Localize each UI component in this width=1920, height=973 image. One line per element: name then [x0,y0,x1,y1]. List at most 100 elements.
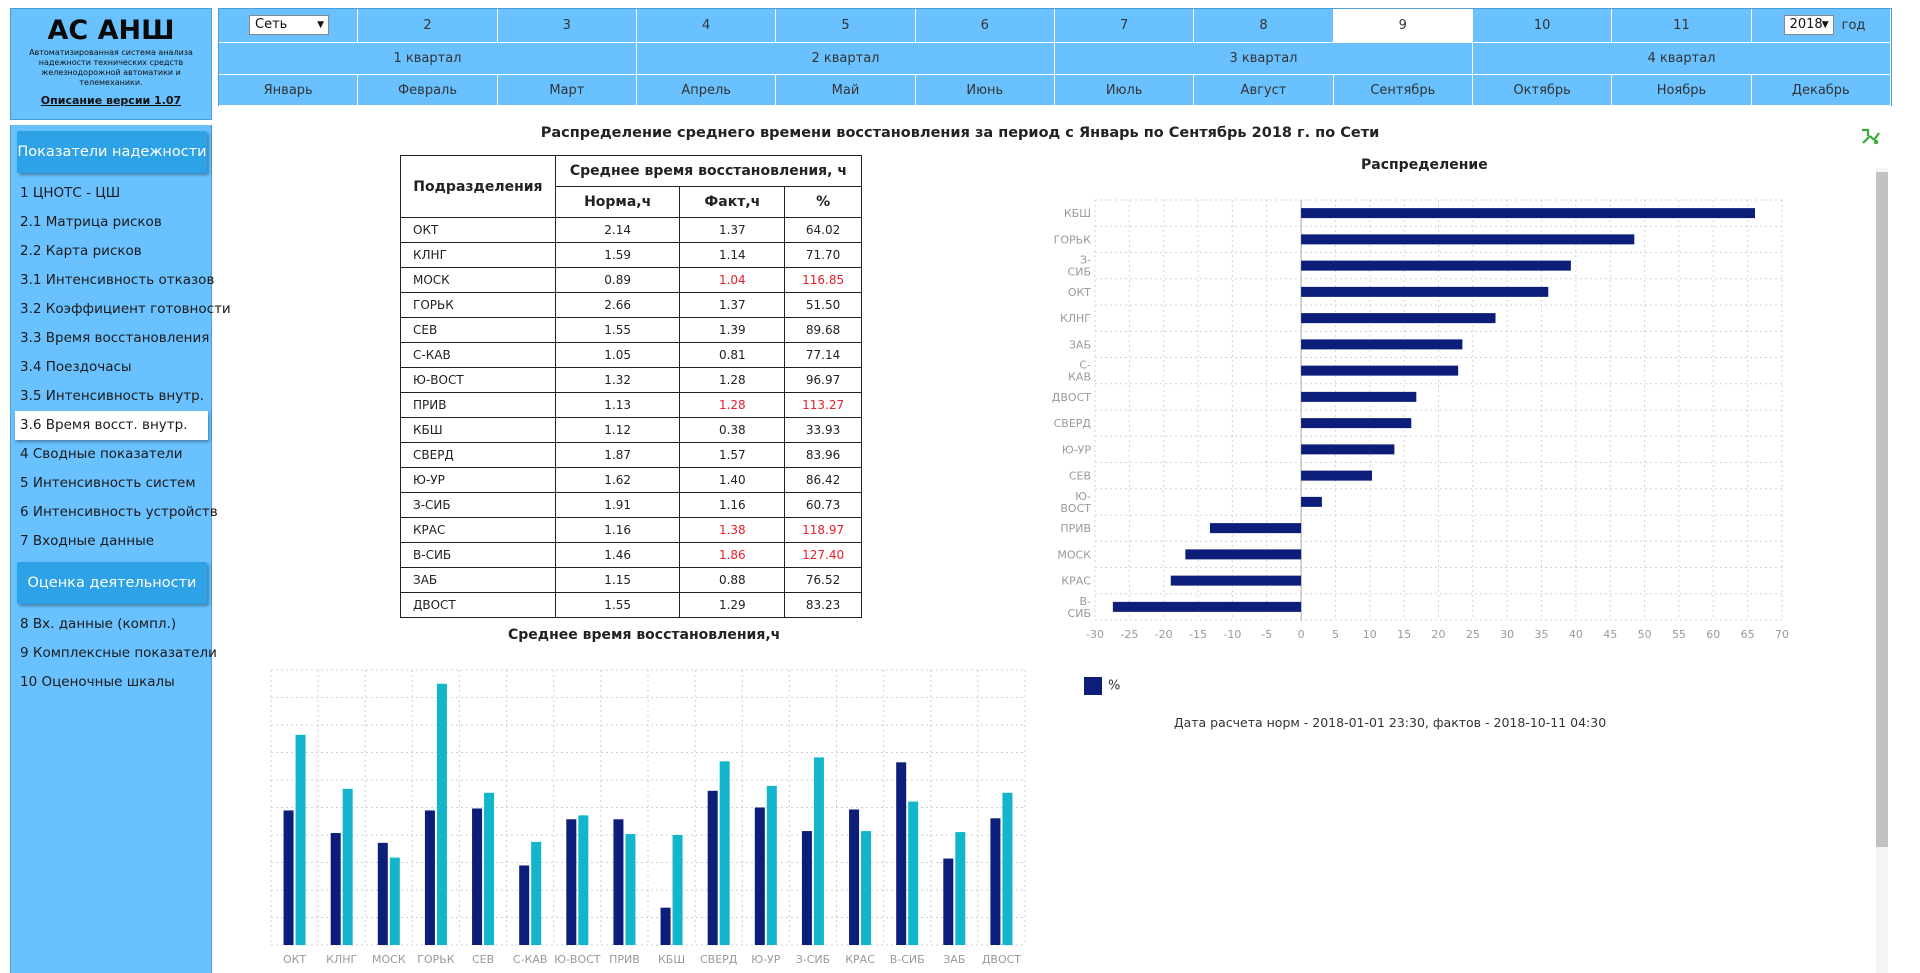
bar-fact[interactable] [801,831,812,945]
bar-norm[interactable] [389,857,400,945]
period-cell-5[interactable]: 5 [776,9,916,43]
sidebar-item-a-12[interactable]: 7 Входные данные [20,533,155,549]
sidebar-item-a-3[interactable]: 3.1 Интенсивность отказов [20,272,215,288]
quarter-cell-2[interactable]: 2 квартал [637,43,1055,75]
sidebar-item-a-10[interactable]: 5 Интенсивность систем [20,475,196,491]
sidebar-item-a-11[interactable]: 6 Интенсивность устройств [20,504,218,520]
period-cell-6[interactable]: 6 [915,9,1055,43]
bar-norm[interactable] [578,815,589,945]
period-cell-11[interactable]: 11 [1612,9,1752,43]
bar-norm[interactable] [531,841,542,945]
bar-norm[interactable] [908,801,919,945]
quarter-cell-4[interactable]: 4 квартал [1473,43,1891,75]
hbar-bar[interactable] [1301,365,1459,376]
month-cell-2[interactable]: Февраль [358,75,498,106]
sidebar-item-b-0[interactable]: 8 Вх. данные (компл.) [20,616,177,632]
sidebar-item-a-6[interactable]: 3.4 Поездочасы [20,359,132,375]
hbar-bar[interactable] [1301,470,1372,481]
month-cell-7[interactable]: Июль [1054,75,1195,106]
month-cell-9[interactable]: Сентябрь [1333,75,1473,106]
bar-fact[interactable] [707,790,718,945]
bar-fact[interactable] [660,907,671,945]
period-cell-2[interactable]: 2 [358,9,498,43]
month-cell-4[interactable]: Апрель [636,75,777,106]
sidebar-item-a-7[interactable]: 3.5 Интенсивность внутр. [20,388,204,404]
month-cell-8[interactable]: Август [1194,75,1334,106]
network-select[interactable]: Сеть ▼ [249,15,329,35]
hbar-bar[interactable] [1170,575,1302,586]
hbar-bar[interactable] [1209,523,1302,534]
month-cell-12[interactable]: Декабрь [1751,75,1891,106]
bar-norm[interactable] [672,835,683,945]
bar-fact[interactable] [754,807,765,946]
sidebar-item-a-1[interactable]: 2.1 Матрица рисков [20,214,162,230]
hbar-bar[interactable] [1301,313,1496,324]
bar-norm[interactable] [861,831,872,945]
section-header-reliability[interactable]: Показатели надежности [17,131,207,173]
bar-norm[interactable] [625,834,636,945]
period-cell-4[interactable]: 4 [636,9,777,43]
sidebar-item-a-4[interactable]: 3.2 Коэффициент готовности [20,301,231,317]
hbar-bar[interactable] [1301,286,1549,297]
period-cell-7[interactable]: 7 [1054,9,1195,43]
hbar-bar[interactable] [1301,260,1571,271]
month-cell-6[interactable]: Июнь [915,75,1055,106]
bar-fact[interactable] [566,819,577,945]
hbar-bar[interactable] [1185,549,1302,560]
sidebar-item-b-2[interactable]: 10 Оценочные шкалы [20,674,175,690]
bar-norm[interactable] [342,788,353,945]
period-cell-3[interactable]: 3 [497,9,637,43]
bar-fact[interactable] [424,810,435,945]
bar-norm[interactable] [295,734,306,945]
hbar-bar[interactable] [1301,339,1463,350]
bar-norm[interactable] [719,761,730,945]
period-cell-10[interactable]: 10 [1472,9,1613,43]
bar-fact[interactable] [377,842,388,945]
sidebar-item-a-9[interactable]: 4 Сводные показатели [20,446,183,462]
quarter-cell-1[interactable]: 1 квартал [219,43,637,75]
bar-fact[interactable] [472,808,483,945]
sidebar-item-b-1[interactable]: 9 Комплексные показатели [20,645,217,661]
export-icon[interactable] [1859,127,1881,147]
chart-legend[interactable]: % [1084,677,1120,695]
hbar-bar[interactable] [1301,391,1417,402]
bar-fact[interactable] [849,809,860,945]
sidebar-item-a-8[interactable]: 3.6 Время восст. внутр. [15,411,208,440]
quarter-cell-3[interactable]: 3 квартал [1055,43,1473,75]
bar-norm[interactable] [813,757,824,945]
sidebar-list-evaluation: 8 Вх. данные (компл.) 9 Комплексные показ… [11,610,217,697]
hbar-bar[interactable] [1301,496,1322,507]
month-cell-1[interactable]: Январь [219,75,359,106]
month-cell-10[interactable]: Октябрь [1472,75,1613,106]
sidebar-item-a-0[interactable]: 1 ЦНОТС - ЦШ [20,185,121,201]
hbar-bar[interactable] [1301,234,1635,245]
hbar-bar[interactable] [1301,444,1395,455]
hbar-bar[interactable] [1112,601,1302,612]
month-cell-5[interactable]: Май [776,75,916,106]
period-cell-9[interactable]: 9 [1333,9,1473,43]
section-header-evaluation[interactable]: Оценка деятельности [17,562,207,604]
bar-fact[interactable] [896,762,907,945]
bar-fact[interactable] [990,818,1001,945]
bar-norm[interactable] [436,683,447,945]
bar-norm[interactable] [766,785,777,945]
scrollbar-thumb[interactable] [1876,172,1888,847]
bar-fact[interactable] [613,819,624,945]
bar-norm[interactable] [484,792,495,945]
hbar-bar[interactable] [1301,418,1412,429]
sidebar-item-a-2[interactable]: 2.2 Карта рисков [20,243,142,259]
bar-norm[interactable] [955,832,966,945]
bar-fact[interactable] [519,865,530,945]
x-tick-label: 15 [1397,628,1411,641]
year-select[interactable]: 2018 ▼ [1783,15,1834,35]
bar-fact[interactable] [943,858,954,945]
bar-norm[interactable] [1002,792,1013,945]
sidebar-item-a-5[interactable]: 3.3 Время восстановления [20,330,210,346]
period-cell-8[interactable]: 8 [1194,9,1334,43]
bar-fact[interactable] [330,833,341,945]
month-cell-3[interactable]: Март [497,75,637,106]
month-cell-11[interactable]: Ноябрь [1612,75,1752,106]
bar-fact[interactable] [283,810,294,945]
hbar-bar[interactable] [1301,208,1756,219]
version-link[interactable]: Описание версии 1.07 [40,94,182,107]
